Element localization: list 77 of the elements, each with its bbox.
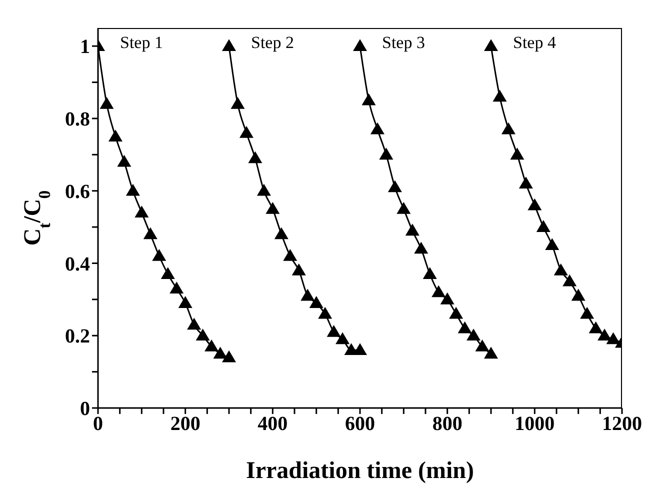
point <box>562 274 577 286</box>
point <box>405 224 420 236</box>
point <box>160 267 175 279</box>
point <box>484 346 498 359</box>
y-tick-label: 0.8 <box>65 108 90 131</box>
point <box>248 151 262 164</box>
point <box>143 227 158 240</box>
point <box>458 321 472 334</box>
point <box>432 285 446 298</box>
point <box>187 318 202 330</box>
point <box>353 39 367 51</box>
annotation: Step 1 <box>120 33 163 52</box>
x-tick-label: 1000 <box>514 413 555 436</box>
annotation: Step 4 <box>513 33 556 52</box>
point <box>588 321 603 334</box>
point <box>501 122 516 134</box>
point <box>379 148 394 160</box>
x-tick-label: 800 <box>432 413 462 436</box>
point <box>196 328 210 341</box>
point <box>362 93 376 106</box>
x-tick-label: 200 <box>170 413 200 436</box>
point <box>100 97 114 109</box>
point <box>370 122 384 134</box>
point <box>518 176 533 189</box>
point <box>336 332 350 344</box>
x-axis-title: Irradiation time (min) <box>246 458 474 484</box>
point <box>606 332 620 344</box>
y-tick-label: 1 <box>80 36 90 58</box>
point <box>536 220 550 232</box>
point <box>580 306 594 319</box>
annotation: Step 2 <box>251 33 294 52</box>
x-tick-label: 400 <box>258 413 288 436</box>
y-tick-label: 0 <box>80 398 90 420</box>
y-tick-label: 0.2 <box>65 326 90 348</box>
point <box>571 288 586 301</box>
point <box>213 346 228 359</box>
point <box>598 328 612 341</box>
annotation: Step 3 <box>382 33 425 52</box>
point <box>126 184 140 196</box>
point <box>134 206 149 218</box>
point <box>274 227 288 240</box>
point <box>256 184 271 196</box>
point <box>326 325 341 337</box>
point <box>222 39 236 51</box>
point <box>554 263 568 276</box>
point <box>283 249 298 261</box>
point <box>484 39 498 51</box>
point <box>117 154 132 167</box>
x-tick-label: 600 <box>345 413 375 436</box>
point <box>266 202 280 214</box>
point <box>108 130 122 142</box>
point <box>239 126 254 138</box>
point <box>414 242 428 254</box>
y-tick-label: 0.4 <box>65 253 90 276</box>
point <box>170 282 184 294</box>
point <box>440 292 454 304</box>
point <box>388 180 402 192</box>
point <box>449 306 464 319</box>
point <box>178 296 192 308</box>
point <box>492 90 507 102</box>
x-tick-label: 1200 <box>602 413 642 436</box>
point <box>152 249 166 261</box>
y-tick-label: 0.6 <box>65 180 90 203</box>
point <box>510 148 524 160</box>
point <box>475 339 490 352</box>
point <box>396 202 411 214</box>
point <box>466 328 481 341</box>
point <box>309 296 324 308</box>
point <box>318 306 332 319</box>
point <box>292 263 306 276</box>
point <box>422 267 437 279</box>
point <box>204 339 219 352</box>
point <box>528 198 542 210</box>
point <box>545 238 560 250</box>
point <box>300 288 315 301</box>
point <box>230 97 245 109</box>
point <box>222 350 236 362</box>
